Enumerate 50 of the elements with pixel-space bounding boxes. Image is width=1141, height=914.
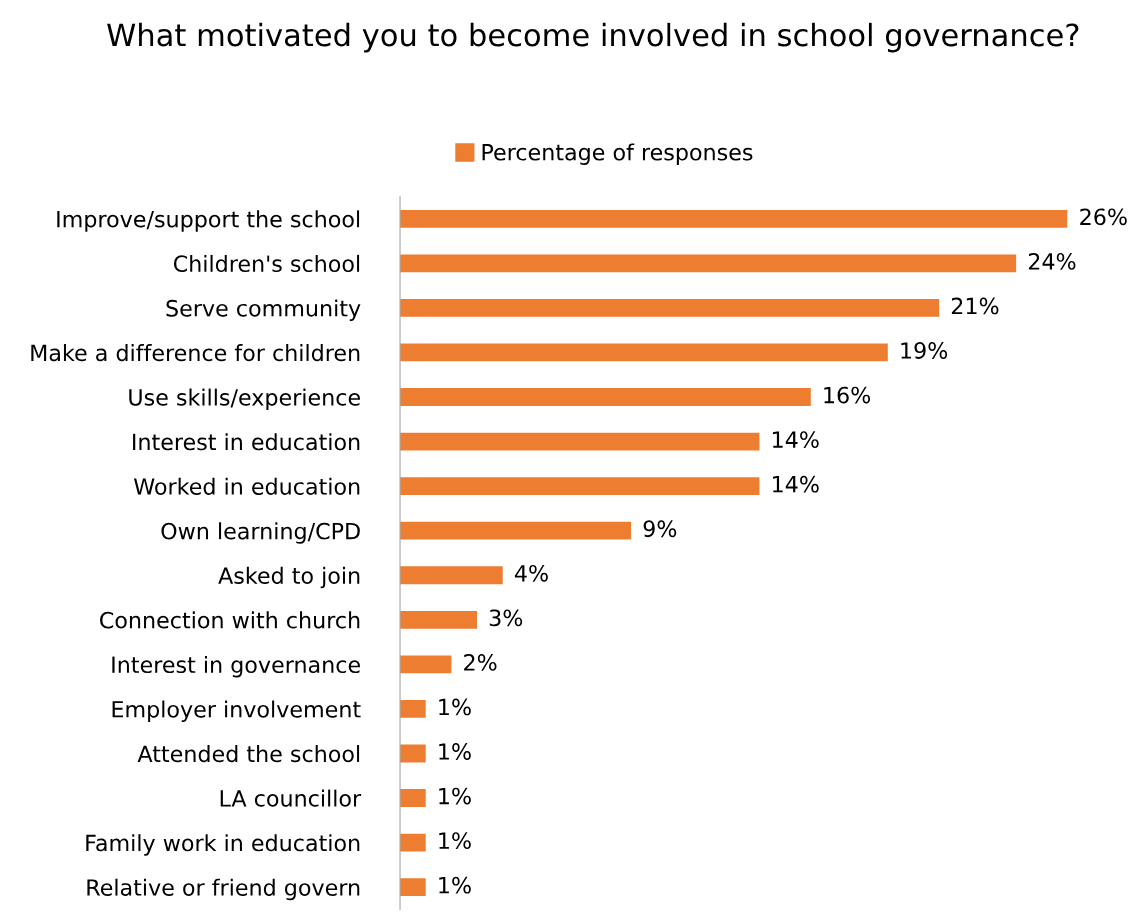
y-tick-label: Children's school [173, 254, 360, 273]
data-label: 2% [464, 654, 497, 671]
y-tick-label: Own learning/CPD [161, 522, 360, 544]
data-label: 16% [824, 386, 871, 404]
data-label: 21% [951, 297, 999, 315]
data-label: 14% [773, 475, 819, 493]
y-tick-label: Employer involvement [112, 700, 361, 722]
data-label: 1% [439, 787, 471, 805]
data-label: 1% [439, 698, 471, 716]
bar [400, 477, 760, 496]
data-label: 1% [439, 832, 471, 850]
y-tick-label: Make a difference for children [31, 344, 360, 362]
y-tick-label: Relative or friend govern [87, 878, 360, 901]
bar [400, 298, 940, 317]
y-tick-label: Family work in education [86, 834, 360, 856]
y-tick-label: LA councillor [220, 789, 362, 807]
y-tick-label: Use skills/experience [129, 388, 360, 411]
bar [400, 744, 426, 763]
data-label: 26% [1080, 208, 1127, 226]
legend-label: Percentage of responses [482, 143, 753, 165]
y-tick-label: Interest in education [133, 433, 360, 451]
y-tick-label: Attended the school [137, 745, 360, 763]
bar [400, 655, 452, 674]
bar [400, 209, 1068, 228]
chart-title: What motivated you to become involved in school governance? [107, 22, 1079, 53]
y-tick-label: Worked in education [133, 477, 360, 495]
y-tick-label: Asked to join [218, 566, 360, 589]
bar [400, 432, 760, 451]
data-label: 19% [901, 342, 948, 359]
bar [400, 521, 632, 540]
data-label: 9% [643, 520, 677, 538]
data-label: 1% [439, 876, 471, 894]
y-tick-label: Connection with church [100, 611, 360, 629]
bar [400, 878, 426, 897]
data-label: 4% [514, 564, 548, 582]
y-tick-label: Improve/support the school [57, 210, 360, 232]
data-label: 3% [489, 609, 523, 627]
bar [400, 610, 478, 629]
y-tick-label: Interest in governance [112, 655, 360, 678]
bar [400, 343, 888, 362]
bar [400, 789, 426, 807]
data-label: 24% [1028, 252, 1076, 270]
bar [400, 388, 811, 406]
bar [400, 254, 1017, 273]
data-label: 1% [439, 743, 471, 760]
bar [400, 566, 503, 585]
data-label: 14% [773, 431, 819, 449]
bar [400, 700, 426, 718]
y-tick-label: Serve community [166, 299, 361, 321]
bar [400, 833, 426, 852]
